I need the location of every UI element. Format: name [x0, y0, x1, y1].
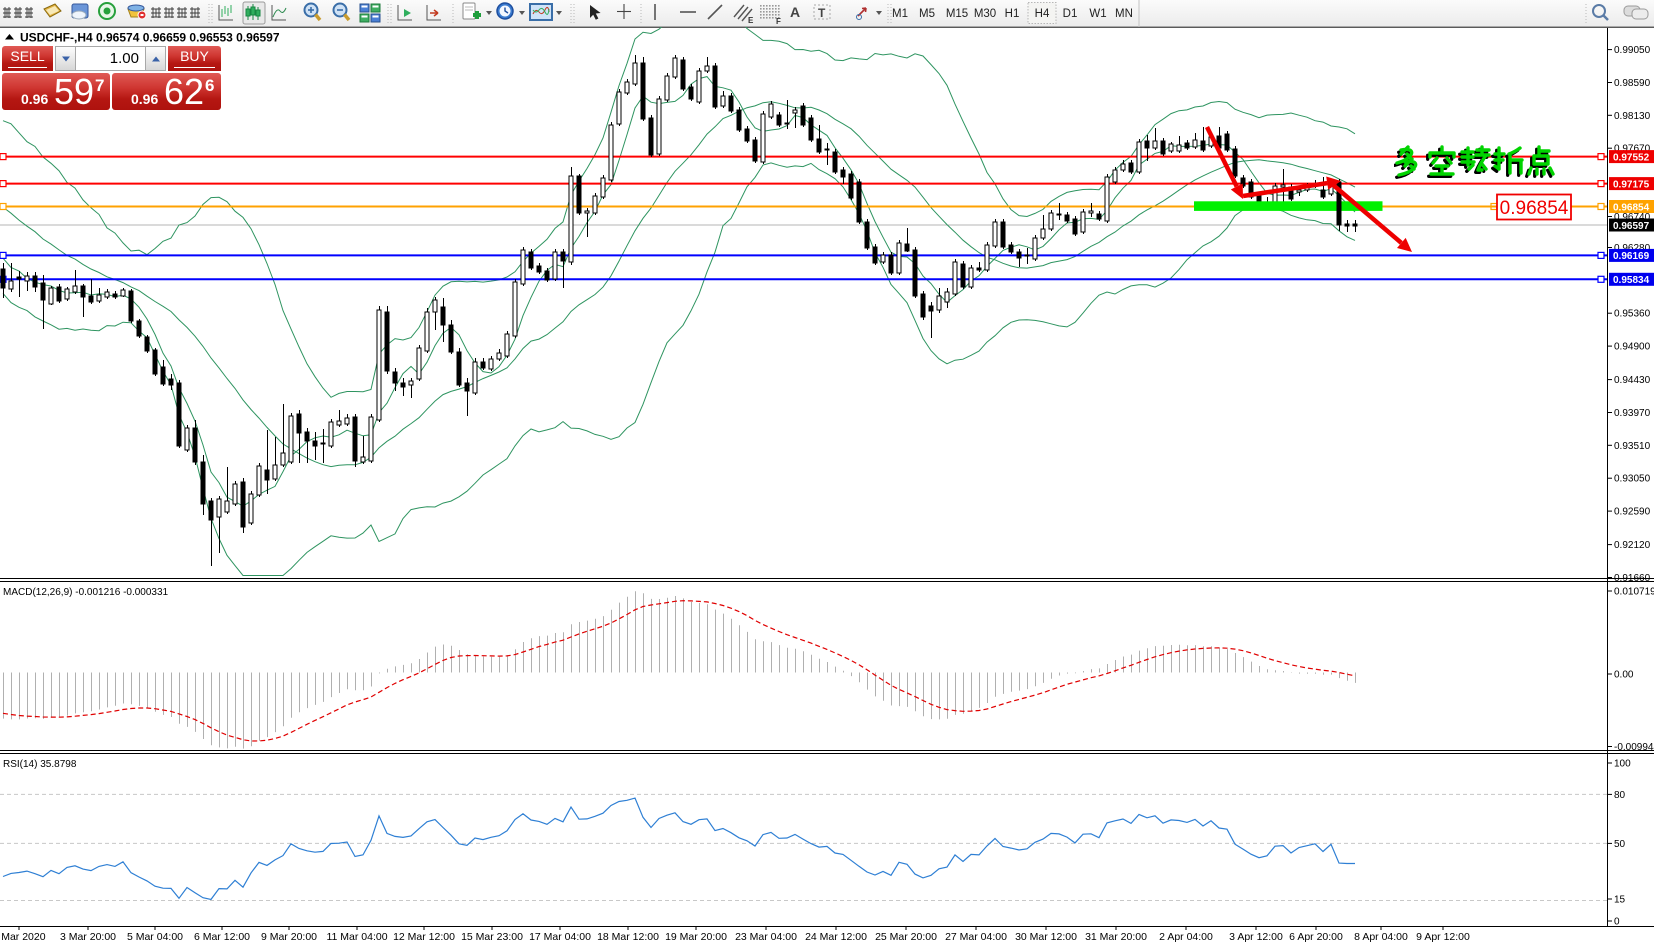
svg-text:USDCHF-,H4 0.96574 0.96659 0.9: USDCHF-,H4 0.96574 0.96659 0.96553 0.965… — [20, 31, 280, 45]
svg-text:0.96854: 0.96854 — [1613, 202, 1650, 213]
svg-text:23 Mar 04:00: 23 Mar 04:00 — [735, 931, 797, 943]
svg-text:6 Apr 20:00: 6 Apr 20:00 — [1289, 931, 1343, 943]
svg-text:0.93510: 0.93510 — [1614, 441, 1651, 452]
svg-text:0.91660: 0.91660 — [1614, 573, 1651, 584]
svg-text:2 Apr 04:00: 2 Apr 04:00 — [1159, 931, 1213, 943]
svg-text:0.92120: 0.92120 — [1614, 540, 1651, 551]
svg-text:17 Mar 04:00: 17 Mar 04:00 — [529, 931, 591, 943]
svg-text:31 Mar 20:00: 31 Mar 20:00 — [1085, 931, 1147, 943]
svg-text:0: 0 — [1614, 917, 1620, 928]
svg-text:0.94900: 0.94900 — [1614, 342, 1651, 353]
svg-text:0.99050: 0.99050 — [1614, 45, 1651, 56]
svg-text:18 Mar 12:00: 18 Mar 12:00 — [597, 931, 659, 943]
svg-text:W1: W1 — [1089, 8, 1106, 20]
svg-text:D1: D1 — [1063, 8, 1078, 20]
svg-text:M30: M30 — [974, 8, 996, 20]
svg-text:0.97552: 0.97552 — [1613, 152, 1650, 163]
svg-text:3 Mar 20:00: 3 Mar 20:00 — [60, 931, 116, 943]
svg-text:0.93050: 0.93050 — [1614, 474, 1651, 485]
svg-text:0.00: 0.00 — [1614, 670, 1634, 681]
svg-text:25 Mar 20:00: 25 Mar 20:00 — [875, 931, 937, 943]
svg-text:9 Mar 20:00: 9 Mar 20:00 — [261, 931, 317, 943]
svg-text:A: A — [790, 4, 800, 20]
svg-text:0.93970: 0.93970 — [1614, 408, 1651, 419]
svg-text:M15: M15 — [946, 8, 968, 20]
svg-text:M1: M1 — [892, 8, 908, 20]
svg-text:MN: MN — [1115, 8, 1133, 20]
svg-text:0.94430: 0.94430 — [1614, 375, 1651, 386]
svg-text:24 Mar 12:00: 24 Mar 12:00 — [805, 931, 867, 943]
svg-text:50: 50 — [1614, 839, 1626, 850]
svg-text:3 Apr 12:00: 3 Apr 12:00 — [1229, 931, 1283, 943]
svg-text:0.96854: 0.96854 — [1500, 198, 1569, 219]
svg-text:H4: H4 — [1035, 8, 1050, 20]
svg-text:0.92590: 0.92590 — [1614, 507, 1651, 518]
svg-text:0.95834: 0.95834 — [1613, 275, 1650, 286]
svg-text:9 Apr 12:00: 9 Apr 12:00 — [1416, 931, 1470, 943]
svg-text:E: E — [748, 16, 754, 25]
svg-text:RSI(14) 35.8798: RSI(14) 35.8798 — [3, 759, 77, 770]
svg-text:12 Mar 12:00: 12 Mar 12:00 — [393, 931, 455, 943]
svg-text:11 Mar 04:00: 11 Mar 04:00 — [326, 931, 387, 943]
svg-text:0.98590: 0.98590 — [1614, 78, 1651, 89]
svg-text:27 Mar 04:00: 27 Mar 04:00 — [945, 931, 1007, 943]
svg-text:8 Apr 04:00: 8 Apr 04:00 — [1354, 931, 1408, 943]
svg-text:0.98130: 0.98130 — [1614, 111, 1651, 122]
svg-text:0.010719: 0.010719 — [1614, 587, 1654, 598]
svg-text:0.95360: 0.95360 — [1614, 309, 1651, 320]
svg-text:2 Mar 2020: 2 Mar 2020 — [0, 931, 46, 943]
svg-text:MACD(12,26,9) -0.001216 -0.000: MACD(12,26,9) -0.001216 -0.000331 — [3, 587, 169, 598]
svg-text:0.96740: 0.96740 — [1614, 212, 1651, 223]
svg-text:30 Mar 12:00: 30 Mar 12:00 — [1015, 931, 1077, 943]
svg-text:H1: H1 — [1005, 8, 1020, 20]
svg-text:M5: M5 — [919, 8, 935, 20]
svg-text:0.97175: 0.97175 — [1613, 179, 1650, 190]
svg-text:0.96597: 0.96597 — [1613, 221, 1650, 232]
svg-text:15: 15 — [1614, 895, 1626, 906]
svg-text:15 Mar 23:00: 15 Mar 23:00 — [461, 931, 523, 943]
svg-text:T: T — [818, 6, 826, 20]
svg-text:0.97670: 0.97670 — [1614, 144, 1651, 155]
svg-text:0.96280: 0.96280 — [1614, 243, 1651, 254]
svg-text:F: F — [776, 17, 781, 26]
svg-text:80: 80 — [1614, 790, 1626, 801]
svg-text:6 Mar 12:00: 6 Mar 12:00 — [194, 931, 250, 943]
svg-text:100: 100 — [1614, 759, 1631, 770]
svg-text:19 Mar 20:00: 19 Mar 20:00 — [665, 931, 727, 943]
svg-text:-0.009944: -0.009944 — [1614, 742, 1654, 753]
svg-text:5 Mar 04:00: 5 Mar 04:00 — [127, 931, 183, 943]
svg-text:0.96169: 0.96169 — [1613, 251, 1650, 262]
